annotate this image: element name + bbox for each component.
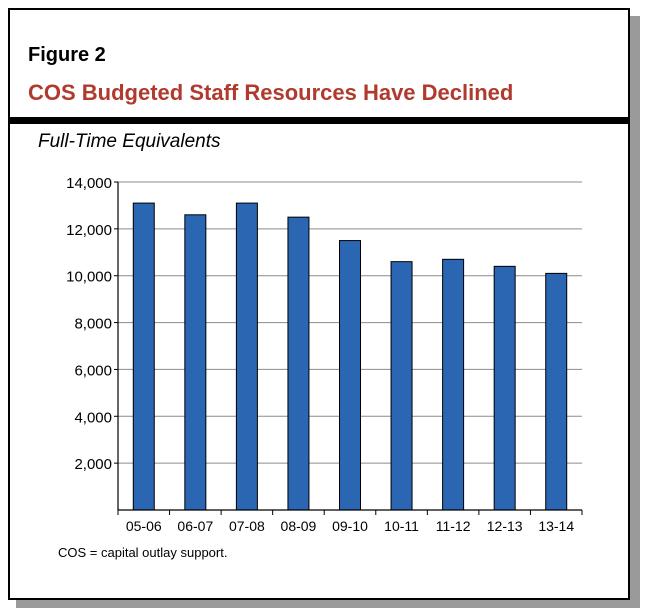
x-tick-label: 09-10 (332, 518, 368, 534)
footnote: COS = capital outlay support. (58, 545, 228, 560)
bars (132, 202, 568, 511)
y-tick-label: 12,000 (66, 222, 112, 239)
bar-11-12 (442, 258, 465, 511)
bar-12-13 (493, 265, 516, 511)
x-tick-label: 07-08 (229, 518, 265, 534)
x-tick-label: 08-09 (281, 518, 317, 534)
bar-08-09 (287, 216, 310, 511)
figure-title: COS Budgeted Staff Resources Have Declin… (28, 80, 514, 105)
x-tick-label: 11-12 (436, 518, 471, 534)
bar-10-11 (390, 261, 413, 511)
axes (114, 181, 583, 515)
y-tick-label: 4,000 (74, 409, 112, 426)
y-tick-labels: 2,000 4,000 6,000 8,000 10,000 12,000 14,000 (66, 175, 112, 473)
bar-06-07 (184, 214, 207, 511)
bar-07-08 (235, 202, 258, 511)
x-tick-label: 05-06 (126, 518, 162, 534)
y-tick-label: 6,000 (74, 362, 112, 379)
figure-frame (8, 8, 630, 600)
bar-13-14 (545, 272, 568, 511)
x-tick-label: 13-14 (538, 518, 574, 534)
y-tick-label: 2,000 (74, 456, 112, 473)
bar-05-06 (132, 202, 155, 511)
y-tick-label: 8,000 (74, 316, 112, 333)
y-tick-label: 10,000 (66, 269, 112, 286)
y-tick-label: 14,000 (66, 175, 112, 192)
chart-subtitle: Full-Time Equivalents (38, 131, 221, 152)
x-tick-labels: 05-06 06-07 07-08 08-09 09-10 10-11 11-12 12-13… (126, 518, 574, 534)
title-rule (10, 117, 628, 124)
x-tick-label: 10-11 (384, 518, 419, 534)
figure-label: Figure 2 (28, 44, 106, 66)
bar-09-10 (339, 240, 361, 511)
x-tick-label: 06-07 (177, 518, 213, 534)
x-tick-label: 12-13 (487, 518, 523, 534)
